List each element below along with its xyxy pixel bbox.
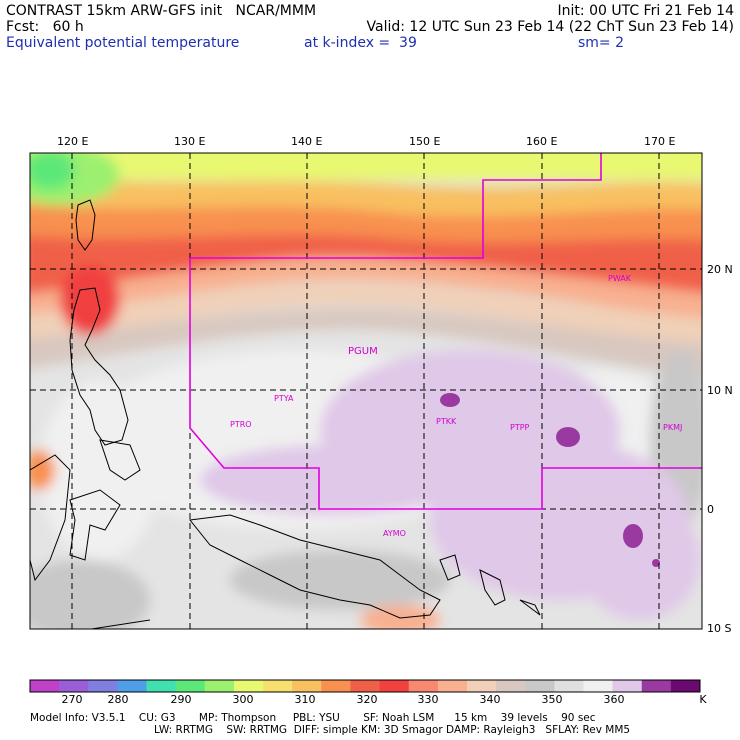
- colorbar-label: 340: [479, 693, 501, 706]
- colorbar-swatch: [612, 680, 643, 692]
- colorbar-swatch: [204, 680, 235, 692]
- lat-label: 10 N: [707, 384, 733, 397]
- station-label: PTKK: [436, 417, 457, 426]
- lon-label: 170 E: [644, 135, 676, 148]
- max-core: [652, 559, 660, 567]
- colorbar-swatch: [554, 680, 584, 692]
- lat-label: 20 N: [707, 263, 733, 276]
- colorbar-label: 290: [170, 693, 192, 706]
- colorbar-swatch: [175, 680, 206, 692]
- max-core: [556, 427, 580, 447]
- model-info: Model Info: V3.5.1 CU: G3 MP: Thompson P…: [30, 712, 596, 724]
- colorbar-swatch: [146, 680, 177, 692]
- colorbar: [29, 679, 701, 693]
- physics-info: LW: RRTMG SW: RRTMG DIFF: simple KM: 3D …: [154, 724, 631, 736]
- lon-label: 150 E: [409, 135, 441, 148]
- station-label: PTYA: [274, 394, 294, 403]
- colorbar-label: 330: [417, 693, 439, 706]
- colorbar-swatch: [408, 680, 439, 692]
- model-title: CONTRAST 15km ARW-GFS init NCAR/MMM: [6, 3, 317, 19]
- max-core: [623, 524, 643, 548]
- lon-label: 130 E: [174, 135, 206, 148]
- max-core: [440, 393, 460, 407]
- colorbar-swatch: [670, 680, 701, 692]
- station-label: PWAK: [608, 274, 632, 283]
- station-label: PTPP: [510, 423, 530, 432]
- lat-label: 10 S: [707, 622, 732, 635]
- k-index: at k-index = 39: [304, 35, 417, 51]
- colorbar-swatch: [117, 680, 148, 692]
- colorbar-swatch: [466, 680, 497, 692]
- colorbar-label: 350: [541, 693, 563, 706]
- smoothing: sm= 2: [578, 35, 625, 51]
- colorbar-label: 270: [61, 693, 83, 706]
- lat-label: 0: [707, 503, 714, 516]
- lon-label: 140 E: [291, 135, 323, 148]
- colorbar-swatch: [321, 680, 351, 692]
- map-frame: [29, 152, 703, 630]
- lon-label: 120 E: [57, 135, 89, 148]
- colorbar-swatch: [233, 680, 264, 692]
- colorbar-swatch: [437, 680, 468, 692]
- colorbar-label: 360: [603, 693, 625, 706]
- station-label: PTRO: [230, 420, 252, 429]
- colorbar-frame: [29, 679, 701, 693]
- station-label: PGUM: [348, 346, 378, 357]
- station-label: PKMJ: [663, 423, 682, 432]
- colorbar-swatch: [379, 680, 410, 692]
- colorbar-swatch: [59, 680, 89, 692]
- lon-label: 160 E: [526, 135, 558, 148]
- colorbar-label: 320: [356, 693, 378, 706]
- init-time: Init: 00 UTC Fri 21 Feb 14: [557, 3, 734, 19]
- colorbar-unit: K: [699, 693, 707, 706]
- field-name: Equivalent potential temperature: [6, 35, 240, 51]
- forecast-hour: Fcst: 60 h: [6, 19, 84, 35]
- colorbar-swatch: [88, 680, 118, 692]
- colorbar-swatch: [641, 680, 672, 692]
- colorbar-swatch: [583, 680, 614, 692]
- colorbar-swatch: [30, 680, 60, 692]
- colorbar-label: 280: [107, 693, 129, 706]
- colorbar-label: 300: [232, 693, 254, 706]
- region-boundary: [189, 153, 702, 510]
- colorbar-swatch: [496, 680, 526, 692]
- colorbar-swatch: [292, 680, 322, 692]
- colorbar-swatch: [525, 680, 555, 692]
- colorbar-swatch: [350, 680, 381, 692]
- colorbar-label: 310: [294, 693, 316, 706]
- colorbar-swatch: [263, 680, 293, 692]
- valid-time: Valid: 12 UTC Sun 23 Feb 14 (22 ChT Sun …: [366, 19, 734, 35]
- station-label: AYMO: [383, 529, 406, 538]
